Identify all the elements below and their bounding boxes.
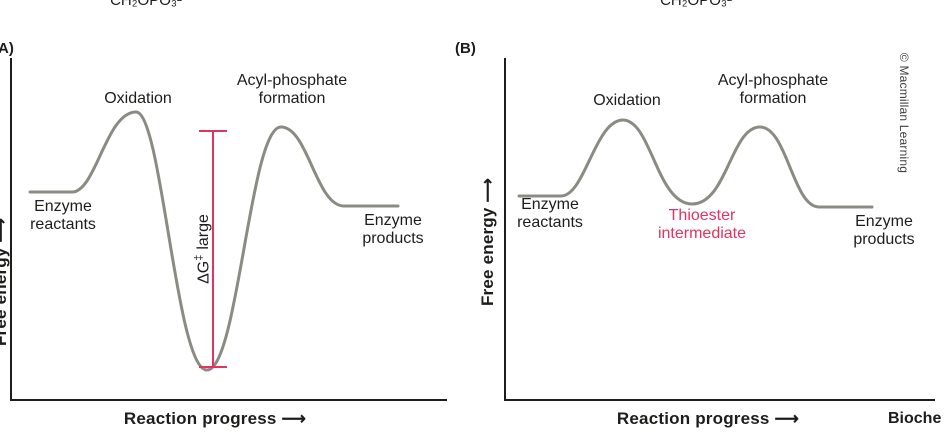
thioester-line1: Thioester	[668, 207, 736, 224]
panel-b-acyl-label: Acyl-phosphate formation	[698, 72, 848, 108]
panel-a-acyl-line2: formation	[258, 90, 326, 107]
panel-b-oxidation-label: Oxidation	[593, 92, 661, 109]
panel-a-y-axis-label: Free energy ⟶	[0, 218, 10, 347]
panel-b-reactants-line2: reactants	[517, 214, 583, 231]
publisher-credit: © Macmillan Learning	[897, 52, 911, 174]
panel-a-products-label: Enzyme products	[345, 212, 441, 248]
delta-g-prefix: ΔG	[195, 260, 213, 284]
formula-top-left: CH₂OPO₃²⁻	[110, 0, 190, 9]
corner-caption: Bioche	[888, 410, 942, 427]
thioester-intermediate-label: Thioester intermediate	[622, 207, 782, 243]
panel-a-tag: (A)	[0, 40, 14, 57]
delta-g-dagger-icon: ‡	[193, 254, 205, 261]
panel-b-reactants-line1: Enzyme	[521, 196, 579, 213]
panel-b-acyl-line1: Acyl-phosphate	[717, 72, 829, 89]
formula-top-right: CH₂OPO₃²⁻	[660, 0, 740, 9]
panel-a-energy-curve	[28, 110, 400, 372]
panel-b-y-axis-label: Free energy ⟶	[478, 177, 497, 307]
panel-a-reactants-label: Enzyme reactants	[15, 198, 111, 234]
panel-a-oxidation-label: Oxidation	[104, 90, 172, 107]
panel-a-acyl-line1: Acyl-phosphate	[236, 72, 348, 89]
panel-b-x-axis-label: Reaction progress ⟶	[616, 409, 800, 428]
panel-b-products-line2: products	[853, 231, 915, 248]
panel-b-products-label: Enzyme products	[836, 213, 932, 249]
delta-g-label: ΔG‡ large	[190, 189, 212, 309]
panel-a-reactants-line1: Enzyme	[34, 198, 92, 215]
panel-b-energy-curve	[517, 118, 874, 209]
panel-b-products-line1: Enzyme	[855, 213, 913, 230]
panel-a-products-line1: Enzyme	[364, 212, 422, 229]
panel-a-acyl-label: Acyl-phosphate formation	[217, 72, 367, 108]
panel-b-acyl-line2: formation	[739, 90, 807, 107]
panel-b-reactants-label: Enzyme reactants	[502, 196, 598, 232]
delta-g-suffix: large	[195, 214, 213, 250]
panel-a-reactants-line2: reactants	[30, 216, 96, 233]
panel-b-tag: (B)	[455, 40, 476, 57]
panel-a-products-line2: products	[362, 230, 424, 247]
thioester-line2: intermediate	[657, 225, 747, 242]
panel-b-plot	[504, 58, 935, 401]
panel-a-plot	[10, 58, 447, 401]
panel-a-x-axis-label: Reaction progress ⟶	[123, 409, 307, 428]
delta-g-bracket	[199, 130, 227, 368]
